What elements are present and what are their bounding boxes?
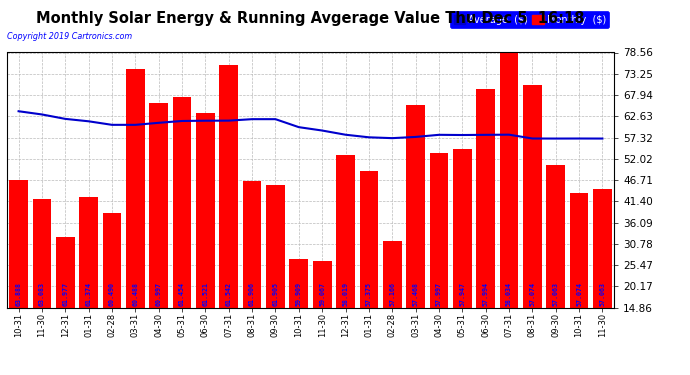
Text: 63.083: 63.083 — [39, 282, 45, 306]
Bar — [290, 259, 308, 367]
Text: 60.997: 60.997 — [156, 282, 161, 306]
Legend: Average  ($), Monthly  ($): Average ($), Monthly ($) — [451, 12, 609, 28]
Bar — [32, 199, 51, 367]
Bar — [453, 149, 472, 367]
Text: 61.454: 61.454 — [179, 282, 185, 306]
Text: 61.542: 61.542 — [226, 282, 232, 306]
Text: 57.468: 57.468 — [413, 282, 419, 306]
Text: 57.947: 57.947 — [460, 282, 465, 306]
Text: 61.521: 61.521 — [202, 282, 208, 306]
Bar — [56, 237, 75, 367]
Bar — [500, 53, 518, 367]
Text: 61.905: 61.905 — [273, 282, 279, 306]
Bar — [593, 189, 612, 367]
Bar — [126, 69, 145, 367]
Bar — [406, 105, 425, 367]
Bar — [570, 193, 589, 367]
Bar — [196, 113, 215, 367]
Bar — [266, 185, 285, 367]
Text: 61.374: 61.374 — [86, 282, 92, 306]
Text: Copyright 2019 Cartronics.com: Copyright 2019 Cartronics.com — [7, 32, 132, 41]
Bar — [336, 155, 355, 367]
Text: 57.375: 57.375 — [366, 282, 372, 306]
Bar — [79, 197, 98, 367]
Text: 60.490: 60.490 — [109, 282, 115, 306]
Text: Monthly Solar Energy & Running Avgerage Value Thu Dec 5  16:18: Monthly Solar Energy & Running Avgerage … — [37, 11, 584, 26]
Text: 63.888: 63.888 — [16, 282, 21, 306]
Bar — [313, 261, 331, 367]
Text: 58.019: 58.019 — [342, 282, 348, 306]
Bar — [219, 65, 238, 367]
Text: 57.074: 57.074 — [576, 282, 582, 306]
Text: 57.074: 57.074 — [529, 282, 535, 306]
Bar — [383, 241, 402, 367]
Text: 61.906: 61.906 — [249, 282, 255, 306]
Bar — [430, 153, 448, 367]
Text: 59.909: 59.909 — [296, 282, 302, 306]
Text: 57.166: 57.166 — [389, 282, 395, 306]
Bar — [103, 213, 121, 367]
Bar — [523, 85, 542, 367]
Bar — [149, 103, 168, 367]
Text: 57.063: 57.063 — [600, 282, 605, 306]
Bar — [243, 181, 262, 367]
Bar — [172, 97, 191, 367]
Bar — [359, 171, 378, 367]
Text: 57.997: 57.997 — [436, 282, 442, 306]
Text: 57.994: 57.994 — [482, 282, 489, 306]
Text: 61.977: 61.977 — [62, 282, 68, 306]
Text: 60.488: 60.488 — [132, 282, 139, 306]
Bar — [476, 89, 495, 367]
Text: 57.063: 57.063 — [553, 282, 559, 306]
Bar — [546, 165, 565, 367]
Bar — [9, 180, 28, 367]
Text: 58.034: 58.034 — [506, 282, 512, 306]
Text: 59.067: 59.067 — [319, 282, 325, 306]
